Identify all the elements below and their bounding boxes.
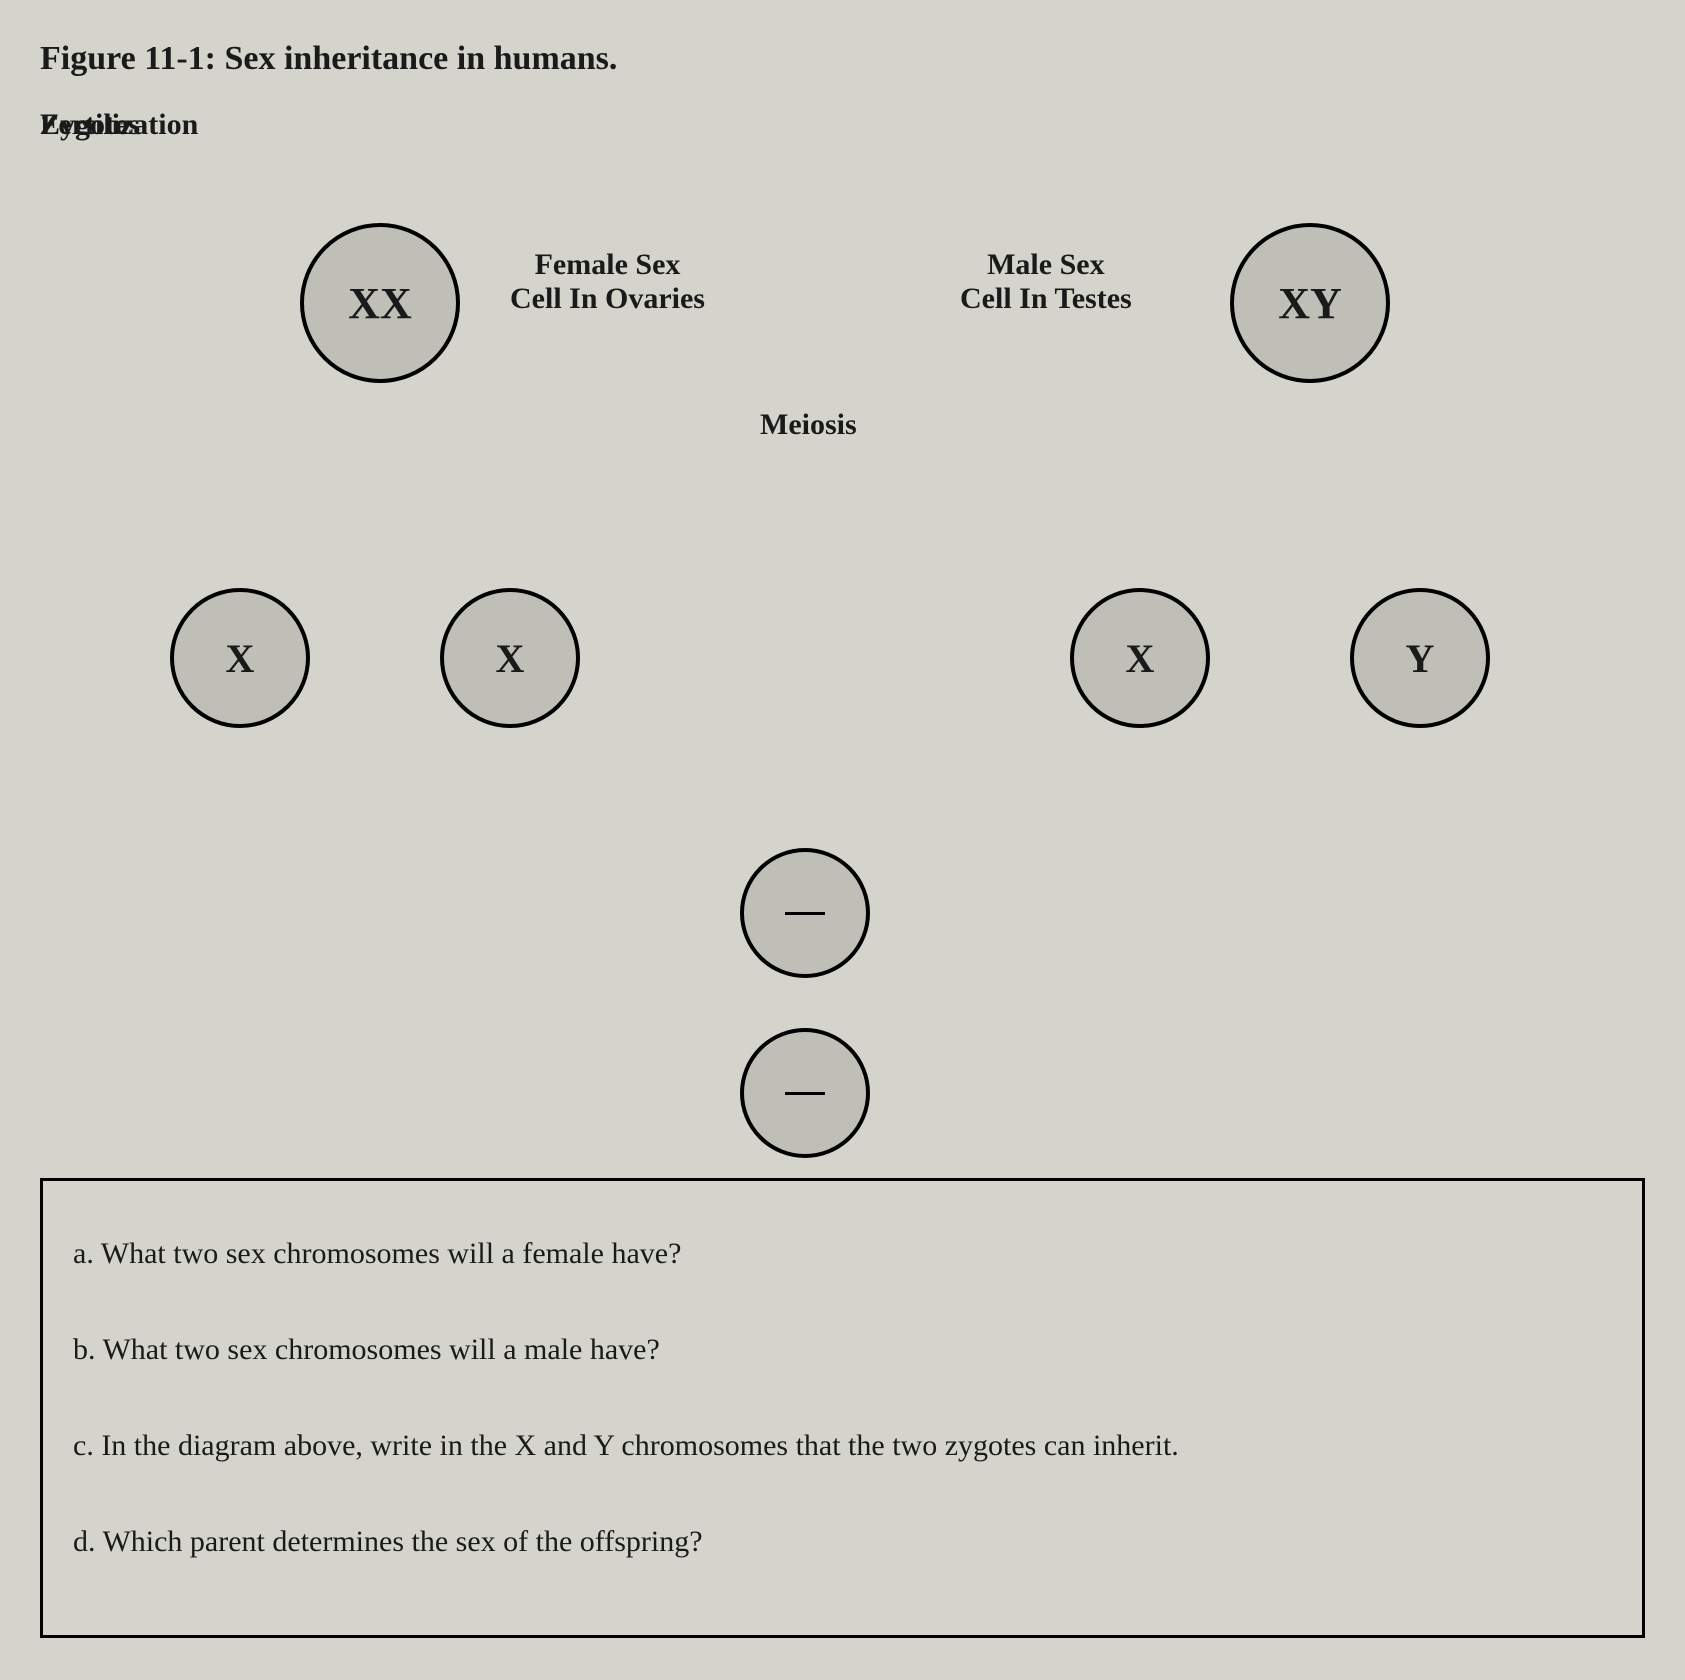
parent-female-cell: XX [300,223,460,383]
zygote-2-blank[interactable] [785,1092,825,1095]
male-sex-cell-label: Male SexCell In Testes [960,248,1132,316]
gamete-sperm-x: X [1070,588,1210,728]
zygote-1 [740,848,870,978]
question-b: b. What two sex chromosomes will a male … [73,1317,1612,1383]
zygotes-label: Zygotes [40,108,140,142]
gamete-egg-1: X [170,588,310,728]
zygote-1-blank[interactable] [785,912,825,915]
figure-title: Figure 11-1: Sex inheritance in humans. [40,40,1645,78]
female-sex-cell-label: Female SexCell In Ovaries [510,248,705,316]
questions-box: a. What two sex chromosomes will a femal… [40,1178,1645,1638]
meiosis-label: Meiosis [760,408,857,442]
zygote-2 [740,1028,870,1158]
gamete-egg-2: X [440,588,580,728]
question-d: d. Which parent determines the sex of th… [73,1509,1612,1575]
gamete-sperm-y: Y [1350,588,1490,728]
question-c: c. In the diagram above, write in the X … [73,1413,1612,1479]
question-a: a. What two sex chromosomes will a femal… [73,1221,1612,1287]
diagram-container: XX XY X X X Y Female SexCell In Ovaries … [40,108,1640,1158]
parent-male-cell: XY [1230,223,1390,383]
